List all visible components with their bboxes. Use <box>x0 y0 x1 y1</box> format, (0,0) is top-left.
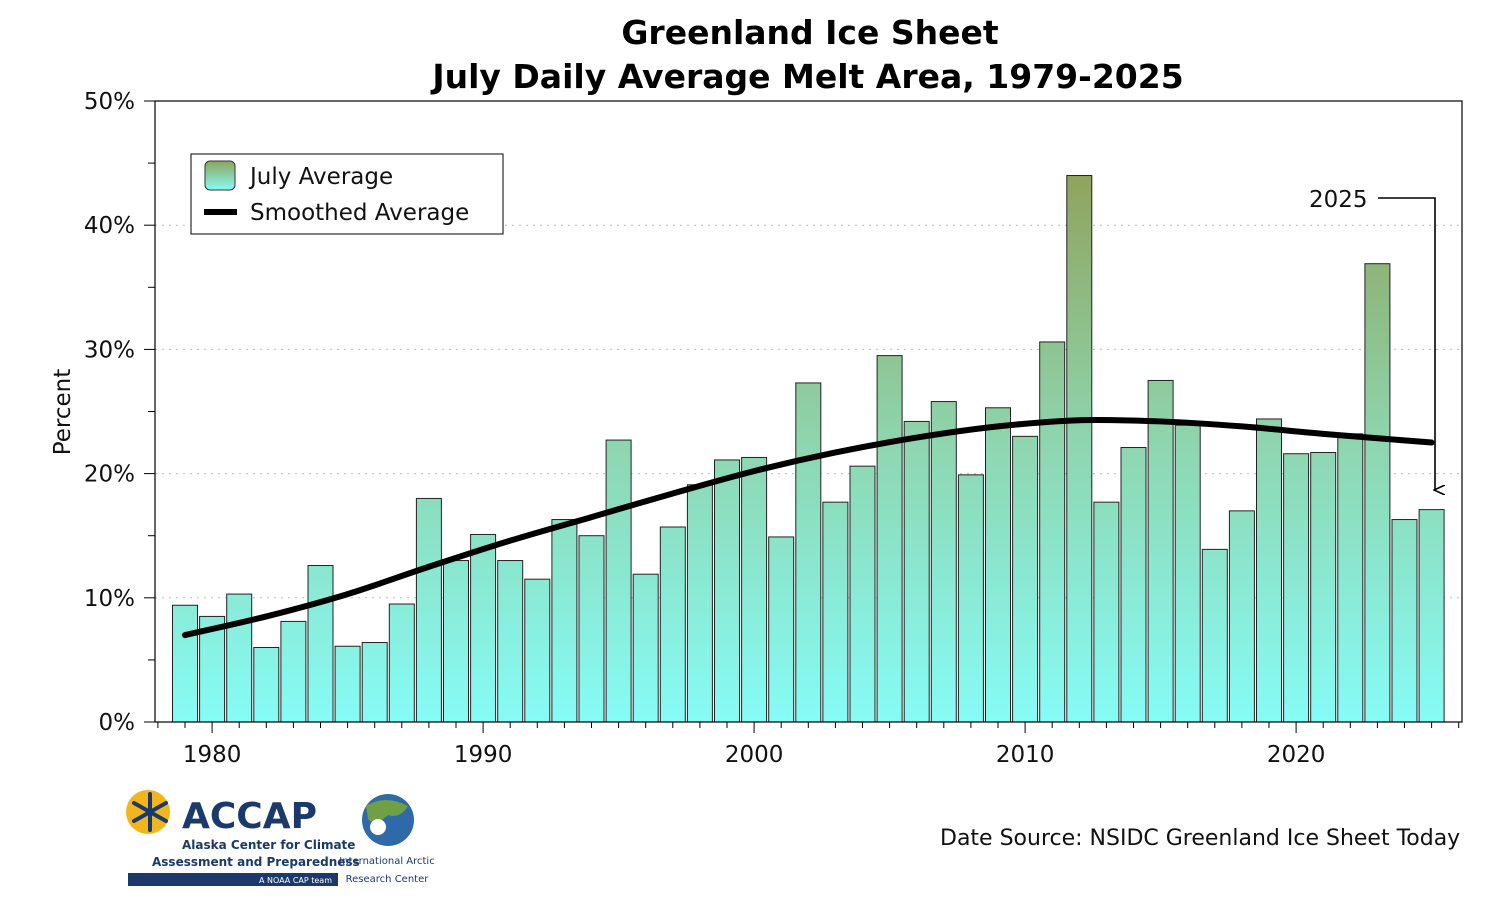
bar-2017 <box>1201 548 1228 723</box>
bar-2023 <box>1364 263 1391 723</box>
chart-title: Greenland Ice Sheet <box>621 13 999 52</box>
bar-2008 <box>957 474 984 723</box>
bar-1987 <box>388 603 415 723</box>
bar-1979 <box>172 604 198 723</box>
bar-1990 <box>470 533 497 723</box>
bar-2001 <box>768 536 795 723</box>
bar-2000 <box>741 456 768 723</box>
bar-2013 <box>1093 501 1120 723</box>
bar-2004 <box>849 465 876 723</box>
annotation-2025: 2025 <box>1309 187 1435 490</box>
x-tick-label: 2020 <box>1267 742 1326 768</box>
y-tick-label: 10% <box>84 586 135 612</box>
snowflake-icon <box>132 792 168 832</box>
y-tick-label: 50% <box>84 89 135 115</box>
x-tick-label: 1990 <box>454 742 513 768</box>
bar-1988 <box>415 497 442 723</box>
bar-1991 <box>497 560 524 723</box>
y-tick-label: 0% <box>99 710 136 736</box>
bar-2018 <box>1228 510 1255 723</box>
accap-line2: Assessment and Preparedness <box>152 855 360 869</box>
bar-2011 <box>1039 341 1066 723</box>
bar-1984 <box>307 565 334 723</box>
bar-2021 <box>1310 451 1337 723</box>
accap-tag: A NOAA CAP team <box>259 876 332 885</box>
iarc-line2: Research Center <box>346 874 430 885</box>
y-axis-label: Percent <box>50 369 76 456</box>
bar-2009 <box>985 407 1011 723</box>
accap-logo: ACCAP Alaska Center for Climate Assessme… <box>126 790 360 886</box>
bar-1992 <box>524 578 551 723</box>
bar-1989 <box>443 560 469 723</box>
bar-2025 <box>1418 509 1445 723</box>
bar-2003 <box>822 501 849 723</box>
accap-wordmark: ACCAP <box>182 796 317 837</box>
y-tick-label: 20% <box>84 462 135 488</box>
bar-1981 <box>226 593 253 723</box>
x-axis: 1980 1990 2000 2010 2020 <box>157 722 1460 768</box>
y-tick-label: 40% <box>84 213 135 239</box>
bar-1994 <box>578 535 605 723</box>
bar-2024 <box>1391 519 1418 723</box>
iarc-line1: International Arctic <box>339 856 434 867</box>
bar-1998 <box>686 484 713 723</box>
bar-2015 <box>1147 379 1174 723</box>
legend: July Average Smoothed Average <box>190 153 504 235</box>
bar-2002 <box>795 382 822 723</box>
legend-label-bar: July Average <box>248 164 393 190</box>
bar-1993 <box>551 519 578 723</box>
bar-1997 <box>659 526 686 723</box>
legend-swatch-bar <box>204 160 236 191</box>
annotation-label: 2025 <box>1309 187 1368 213</box>
bar-2022 <box>1337 433 1364 723</box>
bar-1999 <box>714 459 740 723</box>
bar-2006 <box>903 420 930 723</box>
bar-1982 <box>253 646 280 723</box>
bar-1995 <box>605 439 632 723</box>
accap-line1: Alaska Center for Climate <box>182 838 355 852</box>
bars <box>172 175 1445 723</box>
bar-1983 <box>280 620 307 723</box>
x-tick-label: 2000 <box>725 742 784 768</box>
bar-2005 <box>876 355 903 723</box>
x-tick-label: 2010 <box>996 742 1055 768</box>
annotation-arrow <box>1378 197 1435 490</box>
legend-label-line: Smoothed Average <box>250 200 469 226</box>
bar-2007 <box>930 401 957 723</box>
smoothed-average-line <box>182 416 1435 639</box>
bar-2019 <box>1256 418 1282 723</box>
bar-1986 <box>361 642 388 723</box>
y-tick-label: 30% <box>84 337 135 363</box>
chart-subtitle: July Daily Average Melt Area, 1979-2025 <box>430 57 1183 96</box>
bar-2012 <box>1066 175 1093 723</box>
bar-1985 <box>334 645 361 723</box>
y-axis: 0% 10% 20% 30% 40% 50% <box>84 89 155 736</box>
bar-2014 <box>1120 447 1147 723</box>
x-tick-label: 1980 <box>183 742 242 768</box>
data-source: Date Source: NSIDC Greenland Ice Sheet T… <box>940 826 1460 851</box>
bar-2016 <box>1174 424 1201 723</box>
bar-2010 <box>1012 435 1039 723</box>
iarc-logo: International Arctic Research Center <box>339 794 435 885</box>
bar-2020 <box>1283 453 1310 723</box>
bar-1996 <box>632 573 659 723</box>
